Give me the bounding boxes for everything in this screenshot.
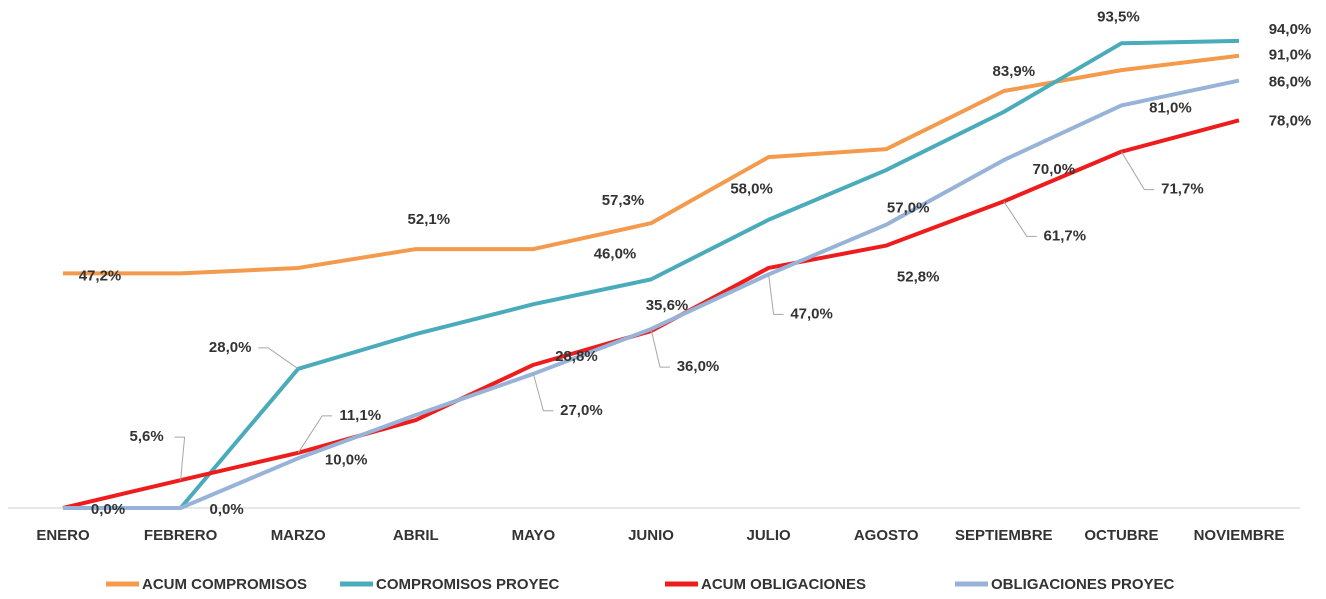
x-tick-label: JUNIO bbox=[628, 527, 674, 544]
data-label: 52,1% bbox=[408, 211, 451, 228]
data-label: 47,2% bbox=[79, 267, 122, 284]
leader-line bbox=[650, 328, 670, 368]
data-label: 10,0% bbox=[325, 451, 368, 468]
legend-label: OBLIGACIONES PROYEC bbox=[991, 576, 1175, 593]
data-label: 46,0% bbox=[594, 245, 637, 262]
x-tick-label: NOVIEMBRE bbox=[1194, 527, 1285, 544]
data-label: 52,8% bbox=[897, 269, 940, 286]
leader-line bbox=[532, 373, 554, 412]
x-tick-label: FEBRERO bbox=[144, 527, 218, 544]
data-label: 0,0% bbox=[91, 501, 125, 518]
data-label: 36,0% bbox=[677, 358, 720, 375]
leader-line bbox=[1003, 201, 1037, 237]
data-label: 47,0% bbox=[790, 305, 833, 322]
data-label: 27,0% bbox=[560, 402, 603, 419]
leader-line bbox=[1120, 151, 1155, 191]
data-label: 81,0% bbox=[1149, 99, 1192, 116]
data-label: 70,0% bbox=[1033, 161, 1076, 178]
series-line bbox=[63, 78, 1240, 510]
data-label: 5,6% bbox=[129, 428, 163, 445]
data-label: 91,0% bbox=[1269, 47, 1312, 64]
data-label: 61,7% bbox=[1044, 227, 1087, 244]
legend-label: ACUM COMPROMISOS bbox=[142, 576, 307, 593]
data-label: 28,0% bbox=[209, 339, 252, 356]
x-tick-label: MAYO bbox=[512, 527, 556, 544]
series-line bbox=[63, 53, 1240, 276]
data-label: 57,0% bbox=[887, 200, 930, 217]
data-label: 57,3% bbox=[602, 192, 645, 209]
leader-line bbox=[174, 436, 186, 481]
x-tick-label: SEPTIEMBRE bbox=[955, 527, 1053, 544]
legend-label: ACUM OBLIGACIONES bbox=[701, 576, 866, 593]
x-tick-label: OCTUBRE bbox=[1084, 527, 1158, 544]
leader-line bbox=[258, 347, 299, 370]
legend-label: COMPROMISOS PROYEC bbox=[376, 576, 560, 593]
data-label: 71,7% bbox=[1161, 181, 1204, 198]
data-label: 35,6% bbox=[646, 297, 689, 314]
leader-line bbox=[297, 415, 333, 454]
x-tick-label: ABRIL bbox=[393, 527, 439, 544]
data-label: 0,0% bbox=[209, 501, 243, 518]
x-tick-label: JULIO bbox=[747, 527, 792, 544]
series-line bbox=[63, 38, 1240, 510]
series-line bbox=[62, 118, 1240, 510]
x-tick-label: AGOSTO bbox=[854, 527, 919, 544]
data-label: 86,0% bbox=[1269, 74, 1312, 91]
data-label: 83,9% bbox=[993, 63, 1036, 80]
x-tick-label: MARZO bbox=[271, 527, 326, 544]
data-label: 11,1% bbox=[339, 407, 381, 424]
leader-line bbox=[768, 274, 784, 315]
data-label: 58,0% bbox=[730, 181, 773, 198]
data-label: 78,0% bbox=[1269, 112, 1312, 129]
data-label: 28,8% bbox=[555, 348, 598, 365]
data-label: 94,0% bbox=[1269, 21, 1312, 38]
data-label: 93,5% bbox=[1097, 8, 1140, 25]
x-tick-label: ENERO bbox=[36, 527, 90, 544]
